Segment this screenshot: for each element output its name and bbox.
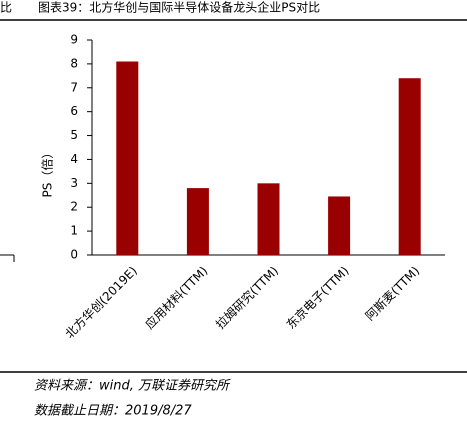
- y-tick-label: 5: [70, 128, 78, 142]
- bar: [398, 78, 421, 255]
- x-tick-label: 阿斯麦(TTM): [363, 264, 423, 324]
- x-tick-label: 应用材料(TTM): [142, 263, 211, 332]
- y-tick-label: 4: [70, 152, 78, 166]
- bar: [257, 183, 280, 255]
- date-note: 数据截止日期：2019/8/27: [34, 404, 192, 419]
- y-tick-label: 8: [70, 56, 78, 70]
- title-fragment: 比: [0, 1, 12, 15]
- y-axis-label: PS（倍）: [40, 147, 55, 198]
- x-tick-label: 拉姆研究(TTM): [212, 263, 281, 332]
- y-tick-label: 7: [70, 80, 78, 94]
- x-tick-label: 北方华创(2019E): [62, 263, 140, 341]
- y-tick-label: 9: [70, 33, 78, 47]
- bar: [328, 196, 351, 255]
- y-tick-label: 1: [70, 224, 78, 238]
- chart-title: 图表39：北方华创与国际半导体设备龙头企业PS对比: [38, 0, 320, 15]
- y-tick-label: 0: [70, 248, 78, 262]
- bar: [116, 61, 139, 255]
- y-tick-label: 6: [70, 104, 78, 118]
- bar: [186, 188, 209, 255]
- y-tick-label: 2: [70, 200, 78, 214]
- source-note: 资料来源：wind, 万联证券研究所: [34, 378, 231, 394]
- y-tick-label: 3: [70, 176, 78, 190]
- x-tick-label: 东京电子(TTM): [284, 264, 352, 332]
